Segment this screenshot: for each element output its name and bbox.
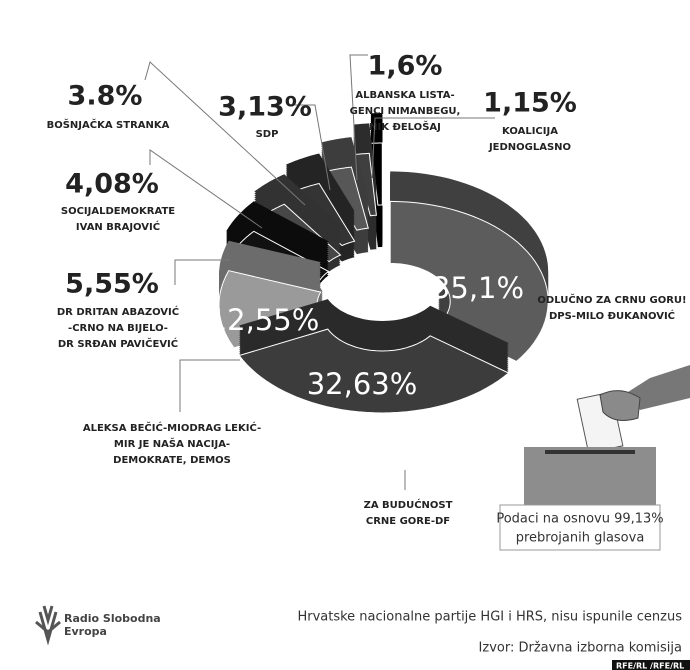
arm: [628, 365, 690, 410]
source: Izvor: Državna izborna komisija: [479, 641, 682, 656]
leader-line: [149, 149, 263, 229]
slice: [370, 142, 383, 206]
category-label: BOŠNJAČKA STRANKA: [47, 118, 170, 131]
category-label: ODLUČNO ZA CRNU GORU!: [537, 293, 686, 306]
category-label: ZA BUDUĆNOST: [364, 498, 453, 511]
category-label: DR SRĐAN PAVIČEVIĆ: [58, 337, 178, 350]
value-label: 5,55%: [65, 269, 159, 300]
slice-side: [226, 201, 329, 253]
leader-line: [371, 117, 495, 179]
ballot-illustration: [499, 365, 690, 551]
category-label: SOCIJALDEMOKRATE: [61, 206, 175, 217]
credit: RFE/RL /RFE/RL: [616, 662, 684, 670]
value-label: 3,13%: [218, 92, 312, 123]
box-slot: [545, 450, 635, 454]
category-label: IVAN BRAJOVIĆ: [76, 220, 160, 233]
category-label: DR DRITAN ABAZOVIĆ: [57, 305, 179, 318]
category-label: ALEKSA BEČIĆ-MIODRAG LEKIĆ-: [83, 421, 261, 434]
value-label: 1,15%: [483, 88, 577, 119]
category-label: CRNE GORE-DF: [366, 516, 450, 527]
category-label: DPS-MILO ĐUKANOVIĆ: [549, 309, 675, 322]
category-label: ALBANSKA LISTA-: [355, 90, 454, 101]
leader-line: [174, 259, 230, 285]
category-label: KOALICIJA: [502, 126, 558, 137]
logo: [35, 605, 61, 646]
note-box: [499, 504, 661, 551]
category-label: MIR JE NAŠA NACIJA-: [114, 437, 230, 450]
value-label: 1,6%: [368, 51, 443, 82]
category-label: DEMOKRATE, DEMOS: [113, 455, 231, 466]
value-label: 32,63%: [307, 367, 418, 401]
value-label: 3.8%: [68, 81, 143, 112]
category-label: SDP: [256, 129, 279, 140]
ballot-box: [524, 447, 656, 505]
note-line: Podaci na osnovu 99,13%: [496, 512, 663, 527]
credit-bg: [612, 660, 690, 670]
slice-side: [254, 174, 341, 232]
category-label: JEDNOGLASNO: [488, 142, 571, 153]
logo-text: Radio Slobodna: [64, 612, 161, 625]
leader-line: [295, 104, 331, 191]
note-line: prebrojanih glasova: [516, 531, 645, 546]
value-label: 35,1%: [432, 271, 524, 305]
category-label: GENCI NIMANBEGU,: [350, 106, 461, 117]
leader-line: [144, 61, 306, 206]
category-label: NIK ĐELOŠAJ: [369, 120, 441, 133]
logo-text: Evropa: [64, 625, 107, 638]
value-label: 12,55%: [209, 303, 320, 337]
hand: [599, 390, 641, 421]
leader-line: [179, 359, 240, 412]
footnote: Hrvatske nacionalne partije HGI i HRS, n…: [297, 610, 682, 625]
category-label: -CRNO NA BIJELO-: [68, 323, 168, 334]
leader-line: [349, 54, 368, 181]
logo-mark: [35, 605, 61, 646]
slice: [238, 328, 510, 414]
value-label: 4,08%: [65, 169, 159, 200]
pie: [218, 113, 549, 414]
